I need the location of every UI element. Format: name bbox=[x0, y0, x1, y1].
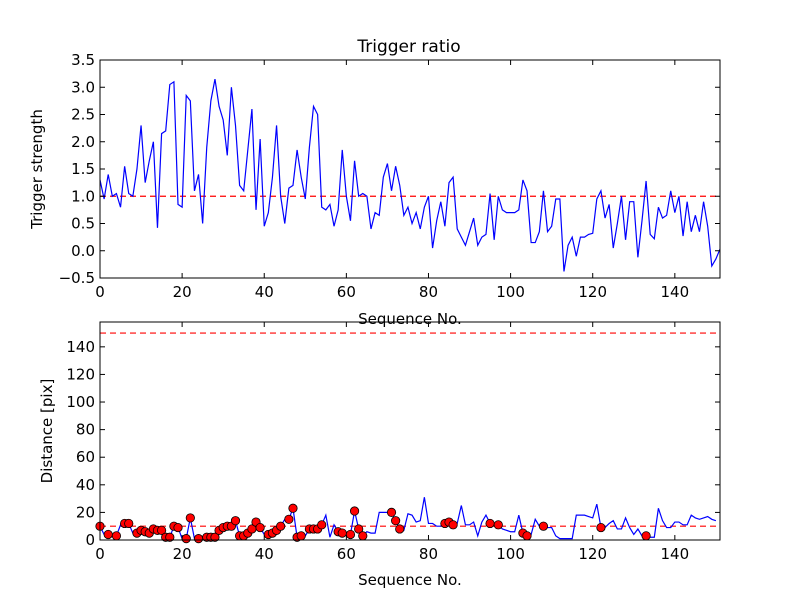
top-plot-ytick-label: 0.0 bbox=[71, 242, 95, 260]
top-plot-ytick-label: 3.5 bbox=[71, 51, 95, 69]
top-plot-ytick-label: −0.5 bbox=[59, 269, 95, 287]
top-plot-ylabel: Trigger strength bbox=[28, 109, 46, 230]
bottom-plot-marker bbox=[395, 524, 405, 534]
top-plot-ytick-label: 2.5 bbox=[71, 106, 95, 124]
bottom-plot-marker bbox=[641, 531, 651, 541]
bottom-plot-marker bbox=[354, 524, 364, 534]
bottom-plot-marker bbox=[596, 522, 606, 533]
bottom-plot-threshold-lines bbox=[100, 332, 720, 527]
bottom-plot-ticks: 0 20 40 60 80 100 120 140 0 20 40 60 80 100 120 140 bbox=[66, 322, 720, 563]
bottom-plot-marker bbox=[276, 521, 286, 531]
bottom-plot-marker bbox=[288, 503, 298, 513]
bottom-plot-marker bbox=[448, 520, 458, 530]
top-plot-frame bbox=[99, 59, 721, 279]
bottom-plot-marker bbox=[210, 532, 220, 542]
bottom-plot-xtick-label: 20 bbox=[173, 545, 192, 563]
bottom-plot-marker bbox=[230, 516, 241, 526]
bottom-plot-ytick-label: 60 bbox=[76, 448, 95, 466]
bottom-plot-xtick-label: 60 bbox=[337, 545, 356, 563]
bottom-plot-marker bbox=[386, 507, 397, 518]
bottom-plot-marker bbox=[173, 522, 183, 533]
bottom-plot-ytick-label: 120 bbox=[66, 365, 95, 383]
top-plot-ytick-label: 1.5 bbox=[71, 160, 95, 178]
bottom-plot-xlabel: Sequence No. bbox=[358, 571, 462, 589]
top-plot-ytick-label: 1.0 bbox=[71, 187, 95, 205]
top-plot-ytick-label: 0.5 bbox=[71, 215, 95, 233]
bottom-plot-marker bbox=[349, 506, 360, 516]
bottom-plot-ytick-label: 140 bbox=[66, 338, 95, 356]
bottom-plot-xtick-label: 140 bbox=[661, 545, 690, 563]
bottom-plot-xtick-label: 120 bbox=[578, 545, 607, 563]
bottom-plot-marker bbox=[156, 525, 167, 535]
top-plot-xtick-label: 0 bbox=[95, 283, 105, 301]
top-plot: Trigger ratio 0 20 40 60 80 100 120 140−0.50.00… bbox=[28, 37, 721, 328]
bottom-plot-ytick-label: 40 bbox=[76, 476, 95, 494]
top-plot-ytick-label: 3.0 bbox=[71, 78, 95, 96]
bottom-plot-marker bbox=[111, 531, 122, 541]
bottom-plot-frame bbox=[99, 321, 721, 541]
top-plot-ticks: 0 20 40 60 80 100 120 140 −0.5 0.0 0.5 1.0 1.5 2.0 2.5… bbox=[59, 51, 720, 301]
bottom-plot-marker bbox=[185, 513, 195, 523]
bottom-plot-xtick-label: 0 bbox=[95, 545, 105, 563]
bottom-plot-marker bbox=[391, 516, 401, 526]
bottom-plot-ytick-label: 80 bbox=[76, 421, 95, 439]
top-plot-ytick-label: 2.0 bbox=[71, 133, 95, 151]
bottom-plot-marker bbox=[124, 518, 134, 529]
bottom-plot-marker bbox=[522, 531, 532, 541]
top-plot-xtick-label: 60 bbox=[337, 283, 356, 301]
bottom-plot-ytick-label: 20 bbox=[76, 503, 95, 521]
bottom-plot-xtick-label: 100 bbox=[496, 545, 525, 563]
bottom-plot-marker bbox=[165, 532, 175, 542]
bottom-plot-ylabel: Distance [pix] bbox=[38, 379, 56, 484]
bottom-plot-marker bbox=[493, 520, 503, 530]
bottom-plot-marker bbox=[485, 518, 495, 529]
top-plot-title: Trigger ratio bbox=[356, 37, 460, 57]
top-plot-xtick-label: 140 bbox=[661, 283, 690, 301]
bottom-plot-marker bbox=[284, 514, 294, 524]
bottom-plot-marker bbox=[538, 521, 549, 531]
bottom-plot-marker bbox=[255, 522, 265, 533]
bottom-plot-marker bbox=[358, 531, 368, 541]
bottom-plot-marker bbox=[296, 531, 306, 541]
bottom-plot-marker bbox=[337, 528, 347, 538]
top-plot-xtick-label: 40 bbox=[255, 283, 274, 301]
bottom-plot-marker bbox=[193, 534, 204, 544]
top-plot-series bbox=[99, 78, 721, 272]
bottom-plot-marker bbox=[103, 529, 113, 540]
bottom-plot-ytick-label: 100 bbox=[66, 393, 95, 411]
top-plot-xlabel: Sequence No. bbox=[358, 310, 462, 328]
bottom-plot-marker bbox=[317, 520, 327, 530]
bottom-plot: 0 20 40 60 80 100 120 140 0 20 40 60 80 100 120 140 Seq… bbox=[38, 321, 721, 589]
bottom-plot-marker bbox=[181, 534, 191, 544]
top-plot-xtick-label: 20 bbox=[173, 283, 192, 301]
bottom-plot-marker bbox=[345, 529, 356, 540]
top-plot-xtick-label: 120 bbox=[578, 283, 607, 301]
top-plot-xtick-label: 80 bbox=[419, 283, 438, 301]
bottom-plot-xtick-label: 80 bbox=[419, 545, 438, 563]
top-plot-series-line bbox=[99, 78, 721, 272]
bottom-plot-ytick-label: 0 bbox=[85, 531, 95, 549]
top-plot-xtick-label: 100 bbox=[496, 283, 525, 301]
bottom-plot-xtick-label: 40 bbox=[255, 545, 274, 563]
